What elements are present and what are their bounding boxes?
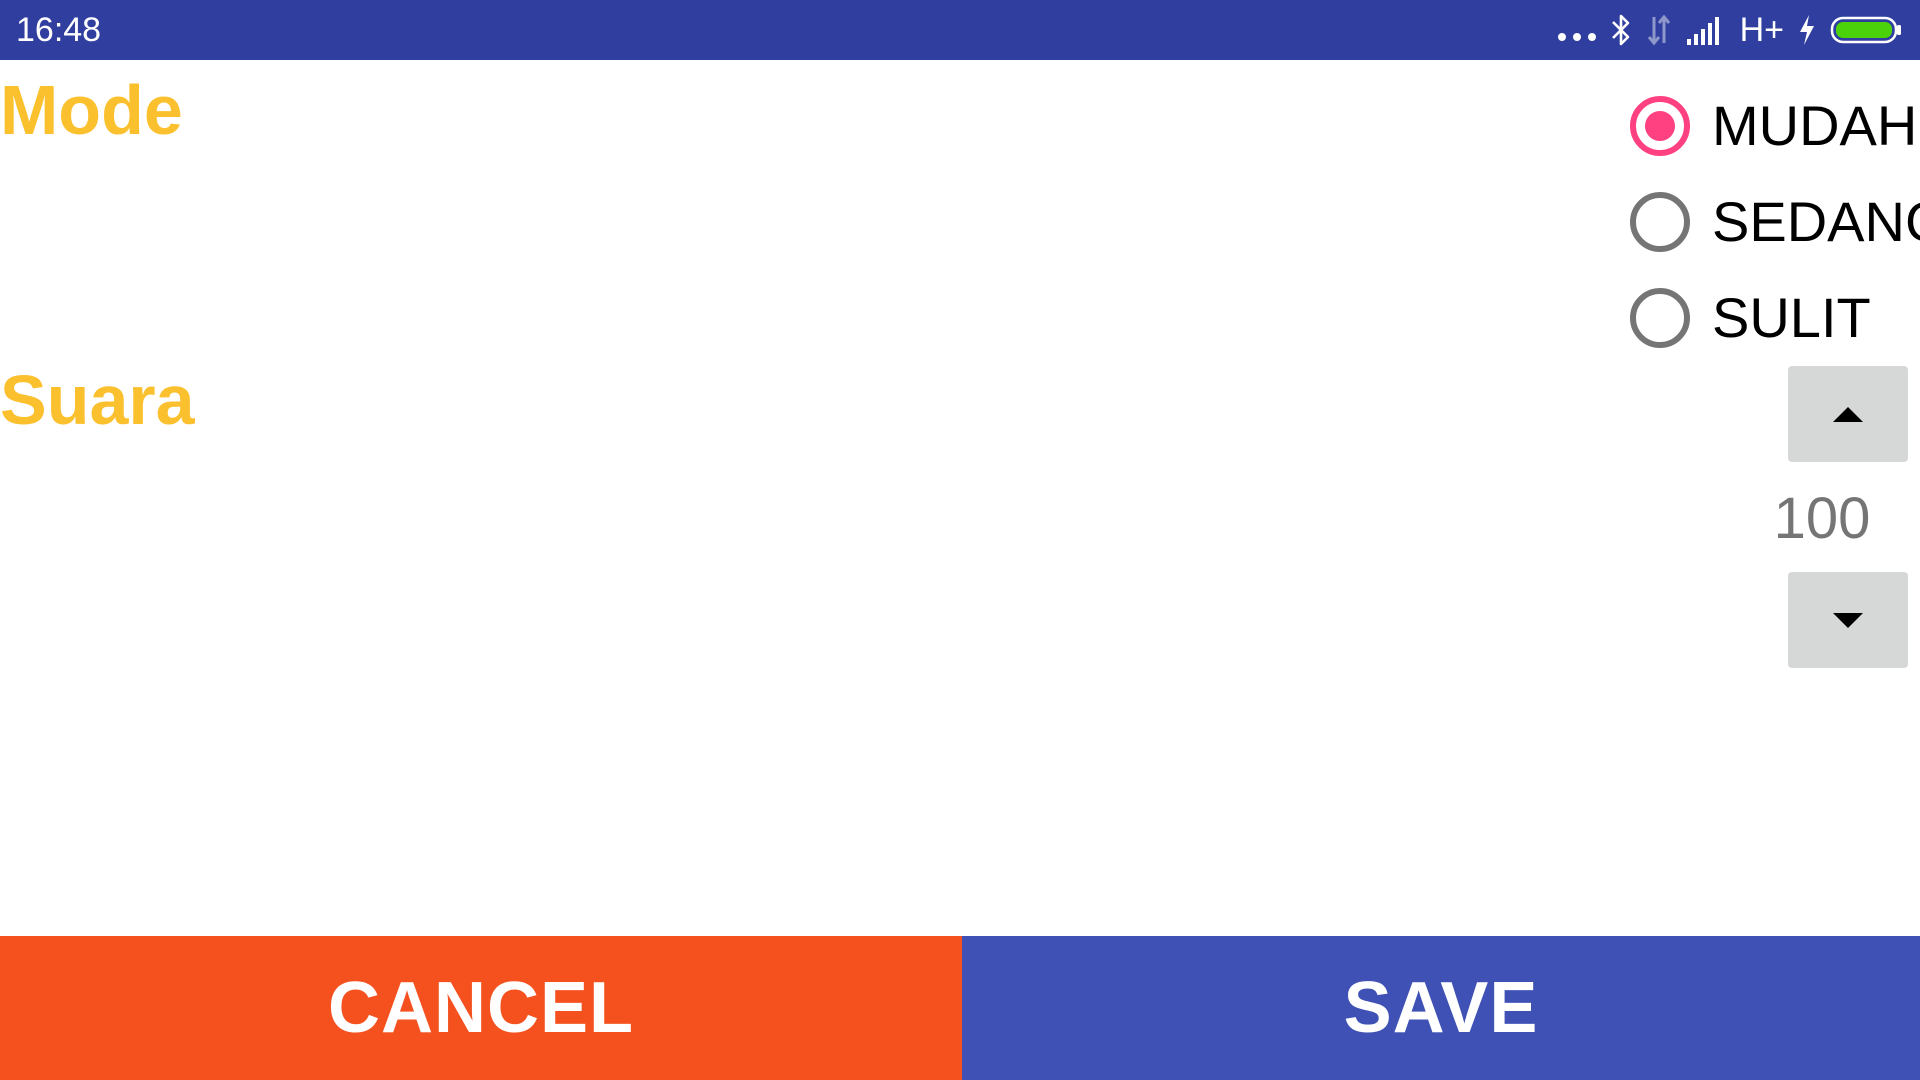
radio-label-sulit: SULIT xyxy=(1712,286,1871,349)
signal-icon xyxy=(1686,17,1719,45)
cancel-button[interactable]: CANCEL xyxy=(0,936,962,1080)
radio-sedang[interactable]: SEDANG xyxy=(1630,174,1920,270)
radio-label-mudah: MUDAH xyxy=(1712,94,1918,157)
volume-increment-button[interactable] xyxy=(1788,366,1908,462)
data-transfer-icon xyxy=(1647,14,1670,46)
mode-radio-group: MUDAH SEDANG SULIT xyxy=(1630,78,1920,366)
radio-mudah[interactable]: MUDAH xyxy=(1630,78,1920,174)
suara-label: Suara xyxy=(0,361,195,439)
radio-checked-icon[interactable] xyxy=(1630,96,1690,156)
more-dots-icon xyxy=(1557,19,1596,41)
battery-icon xyxy=(1830,16,1901,44)
radio-unchecked-icon[interactable] xyxy=(1630,192,1690,252)
status-icons: H+ xyxy=(1557,8,1902,52)
radio-sulit[interactable]: SULIT xyxy=(1630,270,1920,366)
network-type: H+ xyxy=(1739,11,1784,49)
volume-value[interactable]: 100 xyxy=(1773,486,1871,551)
arrow-down-icon xyxy=(1833,613,1863,628)
status-bar: 16:48 H+ xyxy=(0,0,1920,60)
arrow-up-icon xyxy=(1833,407,1863,422)
radio-unchecked-icon[interactable] xyxy=(1630,288,1690,348)
volume-decrement-button[interactable] xyxy=(1788,572,1908,668)
bluetooth-icon xyxy=(1611,14,1629,46)
radio-label-sedang: SEDANG xyxy=(1712,190,1920,253)
status-time: 16:48 xyxy=(16,11,102,49)
save-button[interactable]: SAVE xyxy=(962,936,1920,1080)
charging-icon xyxy=(1800,15,1814,45)
mode-label: Mode xyxy=(0,71,183,149)
